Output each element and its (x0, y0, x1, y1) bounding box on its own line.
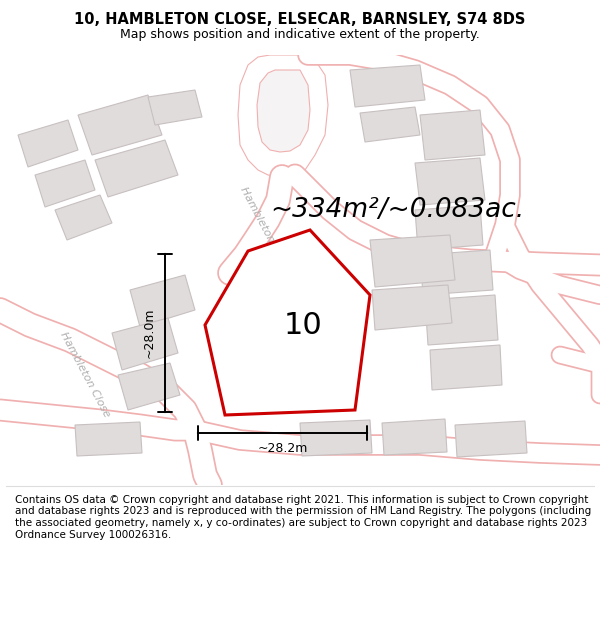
Polygon shape (257, 70, 310, 152)
Polygon shape (238, 55, 328, 177)
Polygon shape (372, 285, 452, 330)
Polygon shape (240, 350, 315, 400)
Text: Hambleton Close: Hambleton Close (238, 186, 292, 274)
Polygon shape (370, 235, 455, 287)
Polygon shape (350, 65, 425, 107)
Polygon shape (148, 90, 202, 125)
Polygon shape (118, 363, 180, 410)
Text: ~334m²/~0.083ac.: ~334m²/~0.083ac. (270, 197, 524, 223)
Polygon shape (455, 421, 527, 457)
Text: ~28.2m: ~28.2m (257, 442, 308, 456)
Polygon shape (425, 295, 498, 345)
Polygon shape (35, 160, 95, 207)
Polygon shape (382, 419, 447, 455)
Text: ~28.0m: ~28.0m (143, 308, 155, 358)
Text: Map shows position and indicative extent of the property.: Map shows position and indicative extent… (120, 28, 480, 41)
Polygon shape (430, 345, 502, 390)
Polygon shape (415, 158, 485, 205)
Polygon shape (360, 107, 420, 142)
Polygon shape (75, 422, 142, 456)
Text: Hambleton Close: Hambleton Close (58, 331, 112, 419)
Polygon shape (205, 230, 370, 415)
Polygon shape (18, 120, 78, 167)
Polygon shape (300, 420, 372, 456)
Polygon shape (130, 275, 195, 327)
Text: 10: 10 (284, 311, 323, 341)
Polygon shape (415, 205, 483, 250)
Text: 10, HAMBLETON CLOSE, ELSECAR, BARNSLEY, S74 8DS: 10, HAMBLETON CLOSE, ELSECAR, BARNSLEY, … (74, 12, 526, 27)
Polygon shape (112, 318, 178, 370)
Polygon shape (95, 140, 178, 197)
Polygon shape (78, 95, 162, 155)
Polygon shape (55, 195, 112, 240)
Polygon shape (420, 250, 493, 295)
Text: Contains OS data © Crown copyright and database right 2021. This information is : Contains OS data © Crown copyright and d… (15, 495, 591, 539)
Polygon shape (420, 110, 485, 160)
